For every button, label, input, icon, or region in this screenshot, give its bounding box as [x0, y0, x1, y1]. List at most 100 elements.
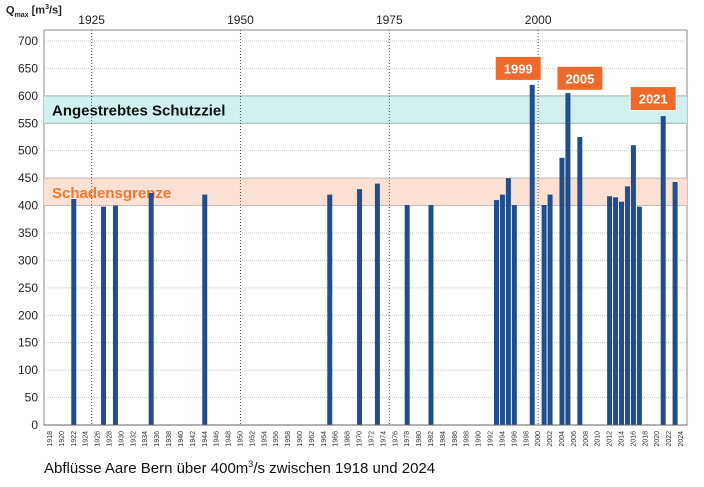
bar-1993: [493, 200, 499, 425]
x-tick-label: 2006: [571, 431, 578, 447]
y-tick-label: 700: [18, 34, 38, 48]
y-tick-label: 150: [18, 336, 38, 350]
y-tick-label: 300: [18, 253, 38, 267]
y-tick-label: 100: [18, 363, 38, 377]
callout-box: [494, 55, 542, 81]
bar-2005: [565, 93, 571, 426]
bar-1995: [505, 178, 511, 425]
x-tick-label: 1962: [309, 431, 316, 447]
x-tick-label: 1924: [83, 431, 90, 447]
x-tick-label: 1974: [380, 431, 387, 447]
bar-1927: [101, 206, 107, 425]
y-tick-label: 400: [18, 199, 38, 213]
x-tick-label: 1976: [392, 431, 399, 447]
bar-2012: [607, 196, 613, 425]
x-tick-label: 1960: [297, 431, 304, 447]
top-year-label: 1975: [376, 13, 403, 27]
bar-2004: [559, 157, 565, 425]
bar-2023: [672, 181, 678, 425]
x-tick-label: 1930: [118, 431, 125, 447]
x-tick-label: 1964: [321, 431, 328, 447]
x-tick-label: 1936: [154, 431, 161, 447]
callout-label: 1999: [504, 61, 533, 76]
bar-1999: [529, 84, 535, 425]
x-tick-label: 2004: [559, 431, 566, 447]
x-tick-label: 1970: [357, 431, 364, 447]
top-year-label: 1925: [78, 13, 105, 27]
bar-2013: [613, 197, 619, 425]
y-tick-label: 550: [18, 116, 38, 130]
x-tick-label: 2024: [678, 431, 685, 447]
bar-1978: [404, 205, 410, 425]
x-tick-label: 1942: [190, 431, 197, 447]
callout-label: 2021: [639, 92, 668, 107]
x-tick-label: 1922: [71, 431, 78, 447]
top-year-label: 1950: [227, 13, 254, 27]
band-label: Angestrebtes Schutzziel: [52, 103, 225, 120]
x-tick-label: 2008: [583, 431, 590, 447]
bar-1970: [357, 189, 363, 425]
bar-1982: [428, 205, 434, 425]
callout-box: [629, 86, 677, 112]
x-tick-label: 1926: [95, 431, 102, 447]
x-tick-label: 2022: [666, 431, 673, 447]
bar-1965: [327, 194, 333, 425]
x-tick-label: 1956: [273, 431, 280, 447]
x-tick-label: 1940: [178, 431, 185, 447]
top-year-label: 2000: [525, 13, 552, 27]
x-tick-label: 1996: [511, 431, 518, 447]
y-axis-label: Qmax [m3/s]: [6, 4, 62, 19]
callout-label: 2005: [565, 71, 594, 86]
bar-2002: [547, 194, 553, 425]
x-tick-label: 1966: [333, 431, 340, 447]
x-tick-label: 2020: [654, 431, 661, 447]
x-tick-label: 1938: [166, 431, 173, 447]
y-tick-label: 600: [18, 89, 38, 103]
x-tick-label: 1986: [452, 431, 459, 447]
x-tick-label: 1950: [237, 431, 244, 447]
y-tick-label: 350: [18, 226, 38, 240]
x-tick-label: 1928: [106, 431, 113, 447]
x-tick-label: 2012: [607, 431, 614, 447]
x-tick-label: 2010: [595, 431, 602, 447]
x-tick-label: 1920: [59, 431, 66, 447]
bar-2014: [619, 201, 625, 425]
x-tick-label: 1972: [368, 431, 375, 447]
y-tick-label: 50: [25, 391, 39, 405]
y-tick-label: 650: [18, 61, 38, 75]
x-tick-label: 1932: [130, 431, 137, 447]
x-tick-label: 1946: [214, 431, 221, 447]
x-tick-label: 2016: [630, 431, 637, 447]
bar-1973: [374, 183, 380, 425]
bar-2015: [624, 186, 630, 425]
x-tick-label: 1948: [226, 431, 233, 447]
bar-1935: [148, 192, 154, 425]
x-tick-label: 2014: [619, 431, 626, 447]
x-tick-label: 1944: [202, 431, 209, 447]
x-tick-label: 1952: [249, 431, 256, 447]
x-tick-label: 1934: [142, 431, 149, 447]
bar-1922: [71, 198, 77, 425]
x-tick-label: 2002: [547, 431, 554, 447]
x-tick-label: 1954: [261, 431, 268, 447]
y-tick-label: 200: [18, 308, 38, 322]
bar-1996: [511, 205, 517, 425]
x-tick-label: 2000: [535, 431, 542, 447]
x-tick-label: 1998: [523, 431, 530, 447]
chart-caption: Abflüsse Aare Bern über 400m3/s zwischen…: [44, 459, 436, 477]
y-tick-label: 0: [31, 418, 38, 432]
x-tick-label: 1984: [440, 431, 447, 447]
bar-1929: [112, 205, 118, 425]
x-tick-label: 2018: [642, 431, 649, 447]
x-tick-label: 1982: [428, 431, 435, 447]
x-tick-label: 1990: [476, 431, 483, 447]
y-tick-label: 450: [18, 171, 38, 185]
x-tick-label: 1918: [47, 431, 54, 447]
x-tick-label: 1968: [345, 431, 352, 447]
bar-2017: [636, 206, 642, 425]
y-tick-label: 500: [18, 144, 38, 158]
bar-2007: [577, 136, 583, 425]
x-tick-label: 1978: [404, 431, 411, 447]
x-tick-label: 1988: [464, 431, 471, 447]
